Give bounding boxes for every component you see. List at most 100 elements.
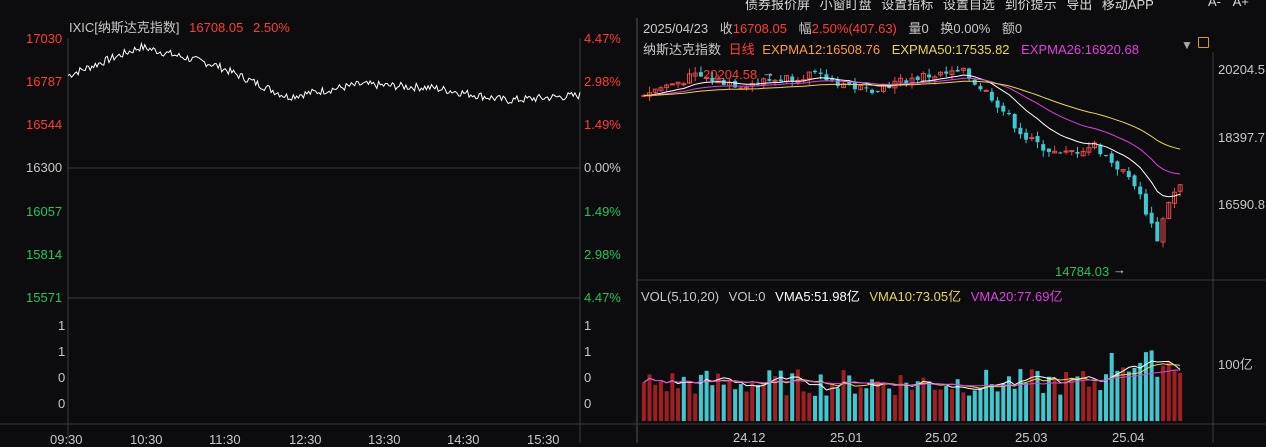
volume-bar bbox=[858, 387, 863, 421]
dropdown-icon[interactable]: ▼ bbox=[1181, 38, 1193, 52]
candle-body bbox=[733, 80, 738, 88]
vol-level-left-2: 1 bbox=[58, 344, 66, 359]
turn-value: 0.00% bbox=[953, 21, 991, 36]
month-label: 25.02 bbox=[925, 430, 958, 445]
candle-body bbox=[841, 83, 847, 89]
ema50-line bbox=[643, 80, 1181, 150]
font-size-controls: A- A+ bbox=[1208, 0, 1249, 9]
candle-body bbox=[1046, 148, 1051, 152]
ema12-label: EXPMA12:16508.76 bbox=[762, 42, 881, 57]
volume-bar bbox=[1058, 394, 1063, 421]
candle-body bbox=[967, 68, 972, 79]
candle-body bbox=[704, 76, 710, 79]
ema26-label: EXPMA26:16920.68 bbox=[1021, 42, 1139, 57]
candle-body bbox=[790, 76, 795, 82]
candle-body bbox=[669, 83, 675, 86]
font-increase-button[interactable]: A+ bbox=[1232, 0, 1249, 9]
high-annotation: 20204.58 bbox=[703, 67, 758, 82]
volume-bar bbox=[761, 383, 766, 421]
volume-bar bbox=[955, 379, 960, 421]
candle-body bbox=[681, 83, 687, 86]
volume-bar bbox=[704, 370, 709, 421]
toolbar-set-indicator[interactable]: 设置指标 bbox=[881, 0, 934, 12]
ema26-line bbox=[643, 77, 1181, 175]
volume-bar bbox=[801, 391, 806, 421]
intraday-price-line bbox=[67, 41, 581, 105]
volume-bar bbox=[1064, 371, 1069, 421]
volume-bar bbox=[1161, 365, 1166, 421]
price-axis-label: 16590.8 bbox=[1218, 197, 1265, 212]
toolbar-mobile-app[interactable]: 移动APP bbox=[1101, 0, 1154, 12]
lock-icon[interactable] bbox=[1198, 37, 1209, 48]
price-axis-label: 18397.7 bbox=[1218, 130, 1265, 145]
intraday-price: 16708.05 bbox=[189, 20, 244, 35]
candle-body bbox=[932, 76, 938, 80]
volume-bar bbox=[773, 376, 778, 421]
volume-bar bbox=[1178, 372, 1183, 421]
volume-bar bbox=[910, 389, 914, 421]
volume-bar bbox=[790, 373, 795, 421]
candle-body bbox=[1018, 127, 1023, 135]
candle-body bbox=[1069, 150, 1075, 153]
volume-bar bbox=[1115, 370, 1120, 421]
volume-bar bbox=[892, 394, 897, 421]
period-label[interactable]: 日线 bbox=[728, 42, 755, 57]
toolbar: 债券报价屏 小窗盯盘 设置指标 设置自选 到价提示 导出 移动APP bbox=[745, 0, 1154, 13]
low-annotation: 14784.03 bbox=[1055, 264, 1110, 279]
candle-body bbox=[1171, 191, 1177, 204]
month-label: 25.04 bbox=[1112, 430, 1145, 445]
toolbar-set-watchlist[interactable]: 设置自选 bbox=[942, 0, 995, 12]
volume-bar bbox=[1149, 350, 1154, 421]
volume-bar bbox=[1075, 376, 1080, 421]
vol-level-right-4: 0 bbox=[584, 396, 592, 411]
candle-body bbox=[692, 72, 698, 77]
candle-body bbox=[927, 74, 932, 78]
price-level-7: 15571 bbox=[26, 290, 63, 305]
candle-body bbox=[755, 82, 760, 84]
price-level-1: 17030 bbox=[26, 31, 63, 46]
toolbar-export[interactable]: 导出 bbox=[1066, 0, 1093, 12]
volume-bar bbox=[921, 377, 926, 421]
candle-body bbox=[972, 79, 977, 85]
candle-body bbox=[1143, 193, 1148, 215]
amt-label: 额 bbox=[1001, 21, 1015, 36]
volume-bar bbox=[1024, 383, 1029, 421]
volume-bar bbox=[795, 369, 800, 421]
candle-body bbox=[955, 69, 960, 72]
ema50-label: EXPMA50:17535.82 bbox=[891, 42, 1010, 57]
pct-level-1: 4.47% bbox=[584, 31, 621, 46]
volume-bar bbox=[841, 370, 846, 421]
toolbar-bond-quote[interactable]: 债券报价屏 bbox=[745, 0, 811, 12]
volume-bar bbox=[1018, 369, 1023, 421]
candle-body bbox=[686, 73, 692, 84]
candle-body bbox=[1029, 137, 1035, 140]
volume-bar bbox=[1166, 362, 1171, 421]
volume-bar bbox=[1012, 388, 1017, 421]
candle-body bbox=[824, 74, 829, 81]
candle-body bbox=[1160, 218, 1166, 243]
candle-body bbox=[875, 90, 880, 92]
volume-bar bbox=[984, 369, 989, 421]
candle-body bbox=[675, 81, 681, 85]
candle-body bbox=[658, 87, 664, 92]
candle-body bbox=[864, 87, 869, 89]
kline-header: 2025/04/23 收16708.05 幅2.50%(407.63) 量0 换… bbox=[643, 18, 1022, 37]
volume-bar bbox=[944, 386, 949, 421]
close-label: 收 bbox=[719, 21, 733, 36]
toolbar-mini-window[interactable]: 小窗盯盘 bbox=[819, 0, 872, 12]
vol-level-left-1: 1 bbox=[58, 318, 66, 333]
volume-bar bbox=[989, 384, 994, 421]
toolbar-price-alert[interactable]: 到价提示 bbox=[1004, 0, 1057, 12]
font-decrease-button[interactable]: A- bbox=[1208, 0, 1221, 9]
ema12-line bbox=[643, 74, 1181, 198]
candle-body bbox=[949, 70, 955, 76]
volume-bar bbox=[813, 395, 818, 421]
vma20-label: VMA20:77.69亿 bbox=[970, 289, 1063, 304]
volume-bar bbox=[647, 374, 652, 421]
candle-body bbox=[1166, 201, 1172, 220]
volume-bar bbox=[870, 379, 875, 421]
candle-body bbox=[944, 71, 949, 74]
vol-current: VOL:0 bbox=[728, 289, 766, 304]
volume-bar bbox=[744, 391, 749, 421]
